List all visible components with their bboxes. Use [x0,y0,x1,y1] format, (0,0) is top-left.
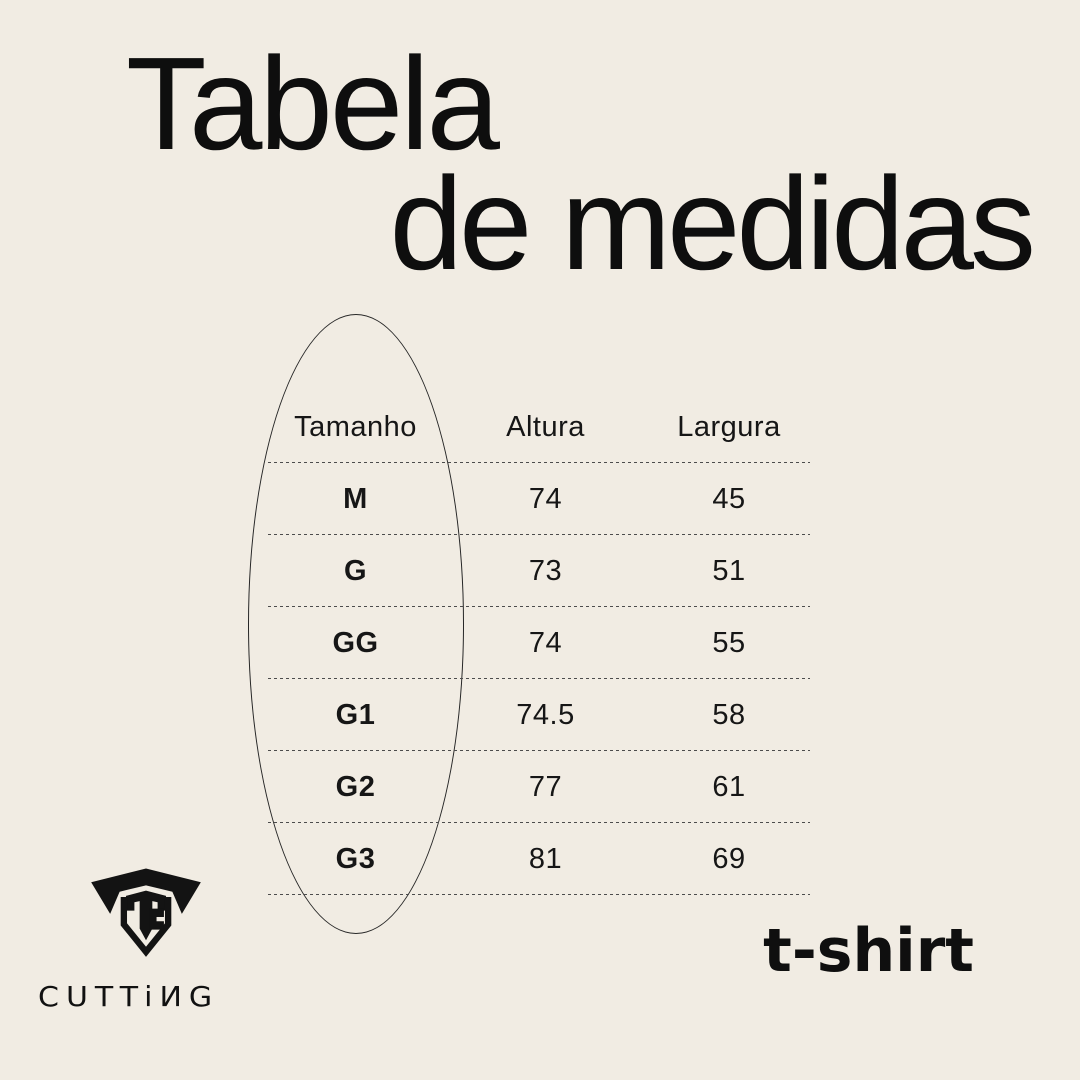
product-label: t-shirt [763,916,974,986]
table-row: G 73 51 [268,535,810,607]
largura-value: 61 [712,770,746,803]
page-title-line2: de medidas [389,150,1036,297]
altura-value: 74.5 [516,698,575,731]
largura-value: 51 [712,554,746,587]
size-value: G3 [335,842,376,875]
table-row: G2 77 61 [268,751,810,823]
size-value: G2 [335,770,376,803]
column-header-tamanho: Tamanho [294,410,417,443]
altura-value: 74 [528,482,563,515]
table-row: G3 81 69 [268,823,810,895]
altura-value: 81 [528,842,563,875]
altura-value: 77 [528,770,563,803]
tc-shield-icon [91,868,201,957]
brand-wordmark: CUTTiИG [38,981,220,1014]
table-row: M 74 45 [268,463,810,535]
table-header-row: Tamanho Altura Largura [268,391,810,463]
size-value: G [343,554,368,587]
column-header-altura: Altura [506,410,585,443]
altura-value: 73 [528,554,563,587]
size-value: G1 [335,698,376,731]
size-table: Tamanho Altura Largura M 74 45 G 73 51 G… [268,391,810,895]
largura-value: 69 [712,842,746,875]
table-row: GG 74 55 [268,607,810,679]
size-value: GG [332,626,379,659]
page-title-line1: Tabela [126,30,500,177]
largura-value: 45 [712,482,746,515]
altura-value: 74 [528,626,563,659]
size-value: M [343,482,368,515]
table-row: G1 74.5 58 [268,679,810,751]
column-header-largura: Largura [677,410,781,443]
largura-value: 55 [712,626,746,659]
largura-value: 58 [712,698,746,731]
